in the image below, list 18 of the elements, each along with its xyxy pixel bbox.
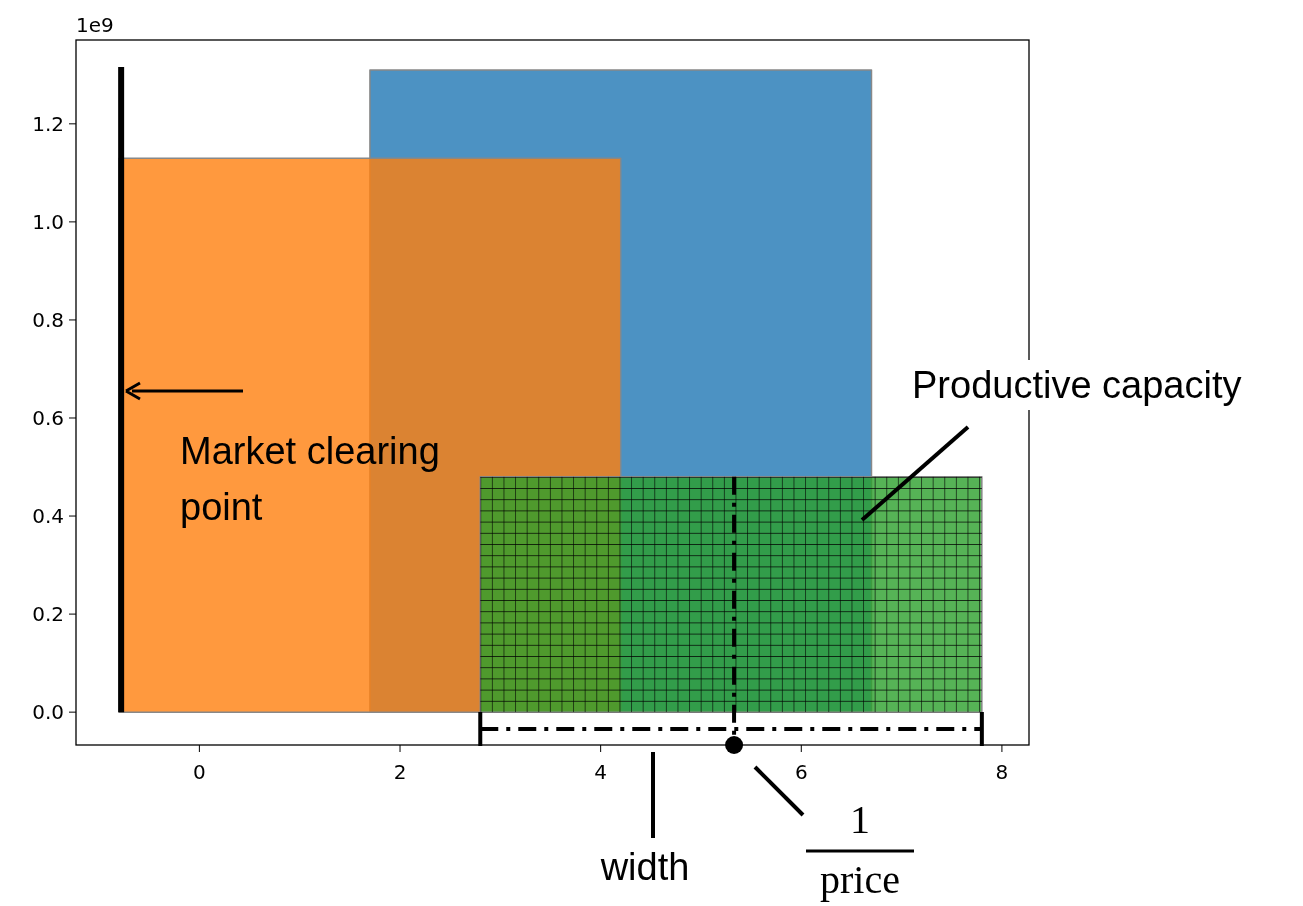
x-tick-label: 2 (393, 760, 407, 784)
annotation: Productive capacity (912, 364, 1242, 406)
y-tick-label: 0.6 (32, 405, 64, 430)
y-tick-label: 0.8 (32, 307, 64, 332)
text: price (820, 857, 900, 902)
text: 1e9 (76, 13, 114, 37)
y-tick-label: 1.2 (32, 111, 64, 136)
text: width (599, 846, 690, 888)
y-tick-label: 0.0 (32, 700, 64, 725)
x-tick-label: 4 (594, 760, 608, 784)
x-tick-label: 8 (995, 760, 1009, 784)
y-tick-label: 1.0 (32, 209, 64, 234)
x-tick-label: 0 (193, 760, 206, 784)
y-tick-label: 0.4 (32, 504, 64, 529)
text: 1 (850, 797, 870, 842)
x-tick-label: 6 (794, 760, 808, 784)
y-tick-label: 0.2 (32, 602, 64, 627)
annotation: Market clearing point (180, 430, 440, 528)
